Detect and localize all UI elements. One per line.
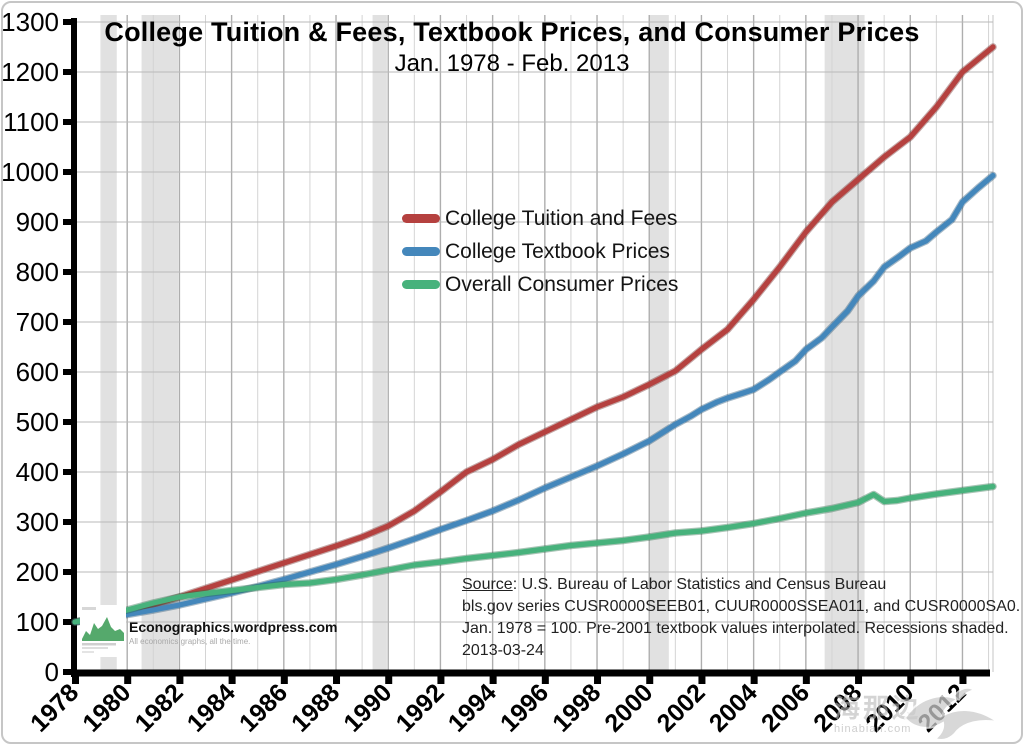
legend-item-textbooks: College Textbook Prices [402,235,678,268]
source-line-4: 2013-03-24 [462,642,544,659]
y-tick [63,319,73,325]
y-tick-label: 700 [16,307,59,337]
y-tick [63,269,73,275]
x-tick-label: 1978 [25,678,84,737]
x-tick [855,676,863,684]
recession-band [141,15,179,672]
watermark: 海那边 hinabian.com [834,687,999,741]
y-tick-label: 1200 [1,57,59,87]
x-tick-label: 1980 [77,678,136,737]
x-tick-label: 1992 [391,678,450,737]
x-tick [541,676,549,684]
y-tick [63,519,73,525]
y-tick-label: 500 [16,407,59,437]
source-line-3: Jan. 1978 = 100. Pre-2001 textbook value… [462,620,1009,637]
y-tick-label: 400 [16,457,59,487]
branding: Econographics.wordpress.com All economic… [80,605,338,662]
legend-label: Overall Consumer Prices [445,272,679,296]
legend-label: College Textbook Prices [445,239,670,263]
x-tick-label: 2000 [599,678,658,737]
y-tick-label: 1000 [1,157,59,187]
source-line-1: Source: U.S. Bureau of Labor Statistics … [462,576,887,593]
x-tick [489,676,497,684]
x-tick-label: 1982 [130,678,189,737]
y-tick [63,569,73,575]
source-note: Source: U.S. Bureau of Labor Statistics … [462,574,1020,662]
legend: College Tuition and Fees College Textboo… [402,202,678,301]
x-tick-label: 2006 [756,678,815,737]
legend-item-cpi: Overall Consumer Prices [402,268,678,301]
x-tick-label: 2004 [704,678,763,737]
x-tick [698,676,706,684]
bird-icon [903,687,999,741]
x-tick [385,676,393,684]
x-tick [959,676,967,684]
x-tick-label: 1994 [443,678,502,737]
y-tick-label: 600 [16,357,59,387]
y-tick [63,219,73,225]
x-tick-label: 2002 [652,678,711,737]
recession-band [649,15,669,672]
y-tick-label: 300 [16,507,59,537]
watermark-subtext: hinabian.com [834,723,912,735]
x-tick [333,676,341,684]
series-line-tuition [72,44,996,625]
branding-tagline: All economics graphs, all the time. [129,637,251,646]
y-tick-label: 100 [16,607,59,637]
recession-band [101,15,117,672]
x-tick-label: 1996 [495,678,554,737]
x-tick [280,676,288,684]
y-tick-label: 1100 [3,107,59,137]
tuition-line-swatch [402,214,440,223]
y-tick-label: 0 [45,657,59,687]
x-tick [750,676,758,684]
source-line-2: bls.gov series CUSR0000SEEB01, CUUR0000S… [462,598,1021,615]
legend-label: College Tuition and Fees [445,206,678,230]
y-tick [63,669,73,675]
y-tick [63,169,73,175]
x-tick [72,676,79,684]
x-tick [228,676,236,684]
cpi-line-swatch [402,280,440,289]
x-tick [907,676,915,684]
econographics-logo-icon [80,605,126,657]
y-tick-label: 200 [16,557,59,587]
series-line-cpi [72,483,996,625]
x-tick-label: 1986 [234,678,293,737]
y-tick [63,619,73,625]
y-tick [63,19,73,25]
x-tick-label: 1998 [547,678,606,737]
y-tick [63,469,73,475]
x-tick [646,676,654,684]
x-tick-label: 1984 [182,678,241,737]
y-tick-label: 900 [16,207,59,237]
chart-title: College Tuition & Fees, Textbook Prices,… [104,17,920,47]
recession-band [372,15,387,672]
y-tick-label: 1300 [1,7,59,37]
y-tick [63,69,73,75]
branding-site-text: Econographics.wordpress.com [129,619,338,635]
legend-item-tuition: College Tuition and Fees [402,202,678,235]
textbook-line-swatch [402,247,440,256]
y-tick-label: 800 [16,257,59,287]
x-tick [176,676,184,684]
chart-subtitle: Jan. 1978 - Feb. 2013 [394,50,630,77]
y-tick [63,419,73,425]
x-tick-label: 1990 [338,678,397,737]
series-line-textbooks [72,172,996,625]
x-tick [802,676,810,684]
x-tick [594,676,602,684]
x-tick-label: 1988 [286,678,345,737]
y-tick [63,369,73,375]
x-tick [124,676,132,684]
x-tick [437,676,445,684]
y-tick [63,119,73,125]
